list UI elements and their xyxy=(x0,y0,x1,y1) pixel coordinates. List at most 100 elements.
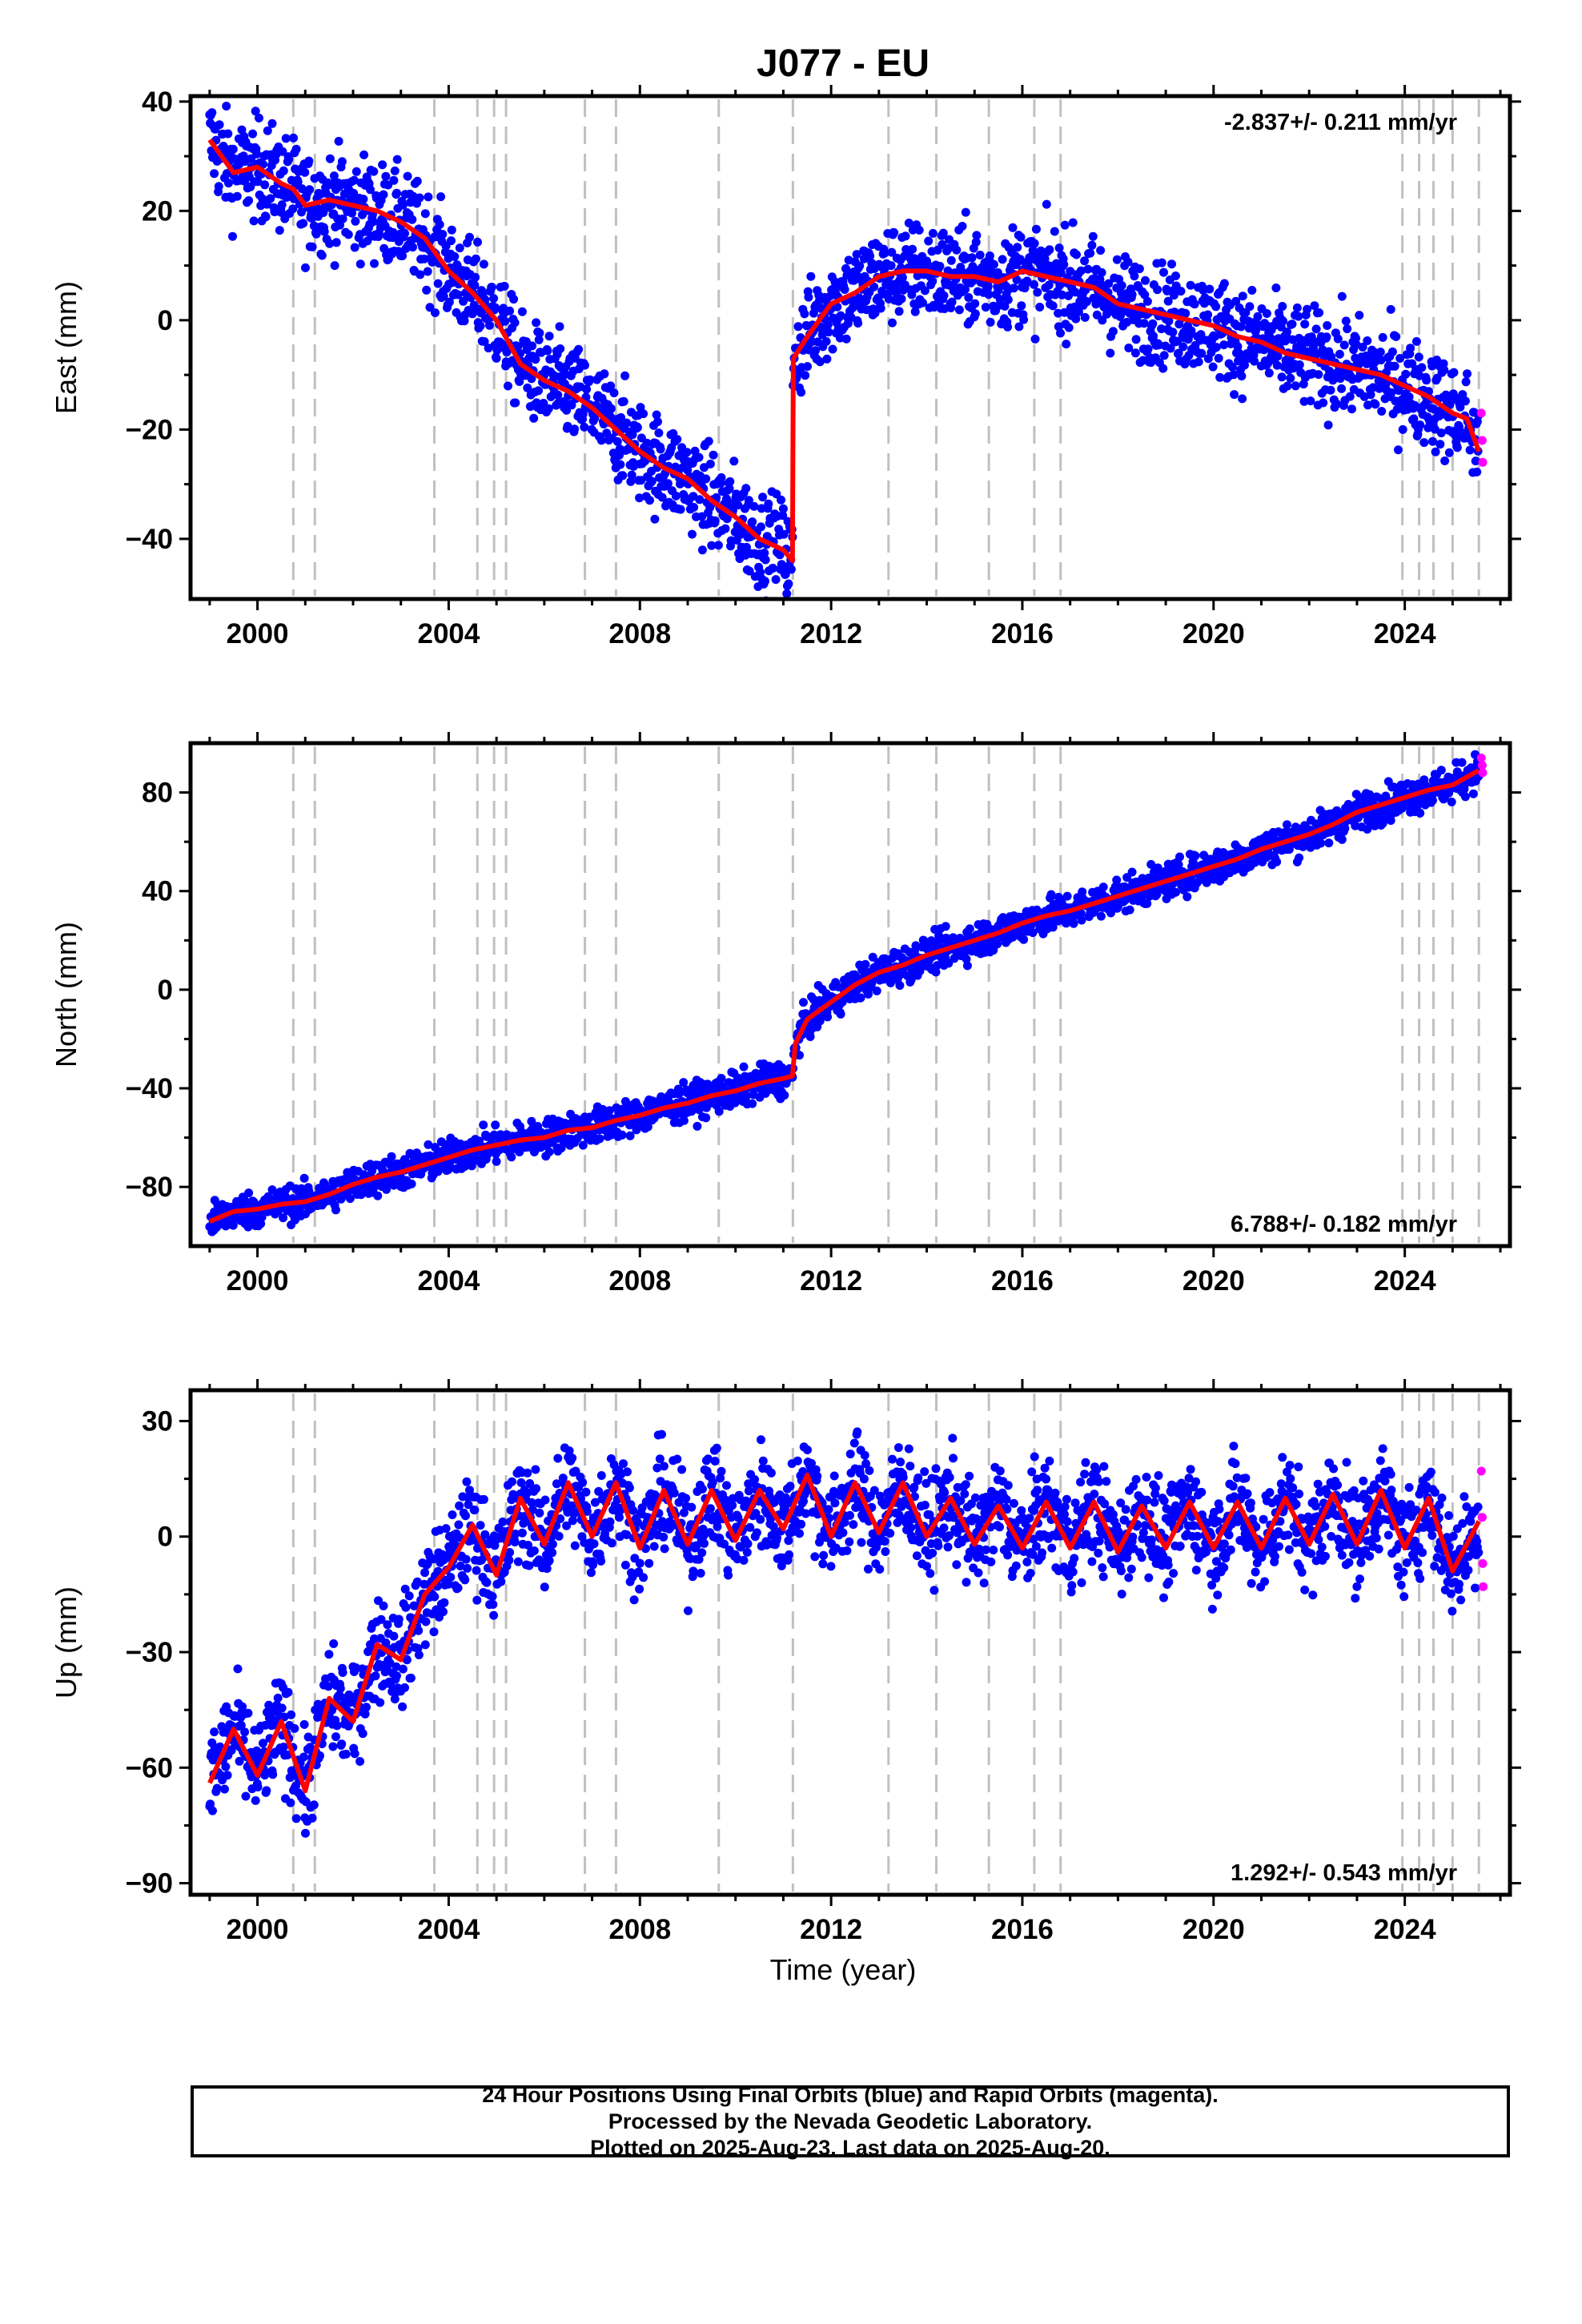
data-point-final xyxy=(317,251,327,260)
data-point-rapid xyxy=(1476,754,1486,762)
data-point-final xyxy=(407,1179,416,1188)
data-point-final xyxy=(1174,860,1183,870)
data-point-final xyxy=(701,1113,711,1123)
data-point-final xyxy=(248,129,258,139)
data-point-final xyxy=(337,157,347,167)
data-point-final xyxy=(1363,336,1372,345)
data-point-final xyxy=(1214,353,1223,363)
data-point-final xyxy=(901,231,910,241)
y-axis-label: East (mm) xyxy=(50,281,82,414)
data-point-final xyxy=(1463,369,1472,379)
data-point-final xyxy=(897,273,907,282)
data-layer xyxy=(205,1427,1488,1838)
data-point-final xyxy=(1302,347,1311,356)
data-point-final xyxy=(1238,394,1247,404)
data-point-final xyxy=(329,171,339,181)
data-point-final xyxy=(299,1173,309,1183)
data-point-final xyxy=(679,1078,689,1088)
data-point-final xyxy=(1022,276,1032,286)
data-point-final xyxy=(390,166,400,175)
panel-frame xyxy=(188,94,1512,601)
data-point-final xyxy=(1294,312,1303,321)
data-point-final xyxy=(1435,440,1445,449)
x-tick-label: 2004 xyxy=(417,1265,480,1297)
data-point-final xyxy=(717,1074,726,1083)
data-point-final xyxy=(355,259,365,269)
data-point-final xyxy=(323,1682,333,1691)
data-point-final xyxy=(632,423,642,432)
data-point-final xyxy=(228,231,237,241)
data-point-final xyxy=(1141,275,1150,285)
data-point-final xyxy=(801,371,810,380)
data-point-final xyxy=(1401,369,1411,379)
data-point-final xyxy=(299,1719,309,1729)
data-point-final xyxy=(523,383,532,392)
data-point-final xyxy=(277,200,287,210)
data-point-final xyxy=(236,1720,246,1730)
data-point-final xyxy=(1451,430,1460,440)
data-point-final xyxy=(381,1638,391,1647)
x-tick-label: 2000 xyxy=(227,618,289,649)
data-point-final xyxy=(984,290,994,300)
data-point-final xyxy=(1076,909,1086,918)
data-point-final xyxy=(343,230,353,239)
data-point-final xyxy=(865,251,875,261)
data-point-final xyxy=(795,1051,804,1060)
data-point-final xyxy=(311,229,321,239)
data-point-final xyxy=(1164,316,1174,326)
data-point-final xyxy=(1234,356,1243,366)
data-point-final xyxy=(543,346,552,356)
data-point-final xyxy=(1106,348,1115,358)
data-point-final xyxy=(1108,327,1118,336)
data-point-final xyxy=(1333,334,1343,344)
data-point-final xyxy=(297,207,306,217)
data-point-final xyxy=(1461,377,1471,387)
data-point-final xyxy=(578,1140,588,1150)
data-point-final xyxy=(766,601,775,610)
data-point-final xyxy=(938,228,948,238)
data-point-final xyxy=(1066,267,1075,276)
data-point-final xyxy=(682,448,692,457)
data-point-final xyxy=(1278,302,1287,311)
data-point-final xyxy=(1323,420,1333,430)
data-point-final xyxy=(412,176,422,186)
data-point-final xyxy=(279,1213,288,1223)
data-point-final xyxy=(1386,304,1395,314)
data-point-final xyxy=(208,1755,218,1765)
data-point-final xyxy=(1080,312,1090,322)
data-point-final xyxy=(214,182,223,191)
data-point-final xyxy=(335,1683,345,1693)
data-point-final xyxy=(574,344,584,354)
data-point-final xyxy=(1045,245,1054,255)
data-point-final xyxy=(1056,328,1065,338)
data-point-final xyxy=(1406,344,1415,353)
x-tick-label: 2020 xyxy=(1182,1265,1245,1297)
data-point-final xyxy=(1303,304,1312,314)
data-point-final xyxy=(283,1687,293,1697)
data-point-final xyxy=(450,251,460,261)
data-point-final xyxy=(1319,398,1328,408)
data-point-final xyxy=(888,318,897,328)
data-point-final xyxy=(281,134,291,143)
data-point-final xyxy=(1431,447,1440,456)
data-point-final xyxy=(368,217,378,227)
data-point-final xyxy=(232,191,242,201)
data-point-final xyxy=(1237,372,1247,381)
data-point-final xyxy=(915,967,925,976)
data-point-final xyxy=(761,577,769,586)
data-point-final xyxy=(1283,327,1291,336)
data-point-rapid xyxy=(1478,457,1488,467)
data-point-final xyxy=(965,924,974,934)
data-point-final xyxy=(479,259,488,269)
data-point-final xyxy=(260,1720,270,1730)
data-point-final xyxy=(947,297,957,307)
data-point-final xyxy=(652,410,661,420)
data-point-final xyxy=(370,259,379,268)
data-point-final xyxy=(650,514,660,524)
data-point-final xyxy=(1017,301,1026,311)
data-point-final xyxy=(1139,319,1149,328)
data-point-final xyxy=(307,1813,317,1823)
data-point-final xyxy=(300,167,310,177)
data-point-final xyxy=(705,459,715,468)
data-point-final xyxy=(1414,352,1423,362)
